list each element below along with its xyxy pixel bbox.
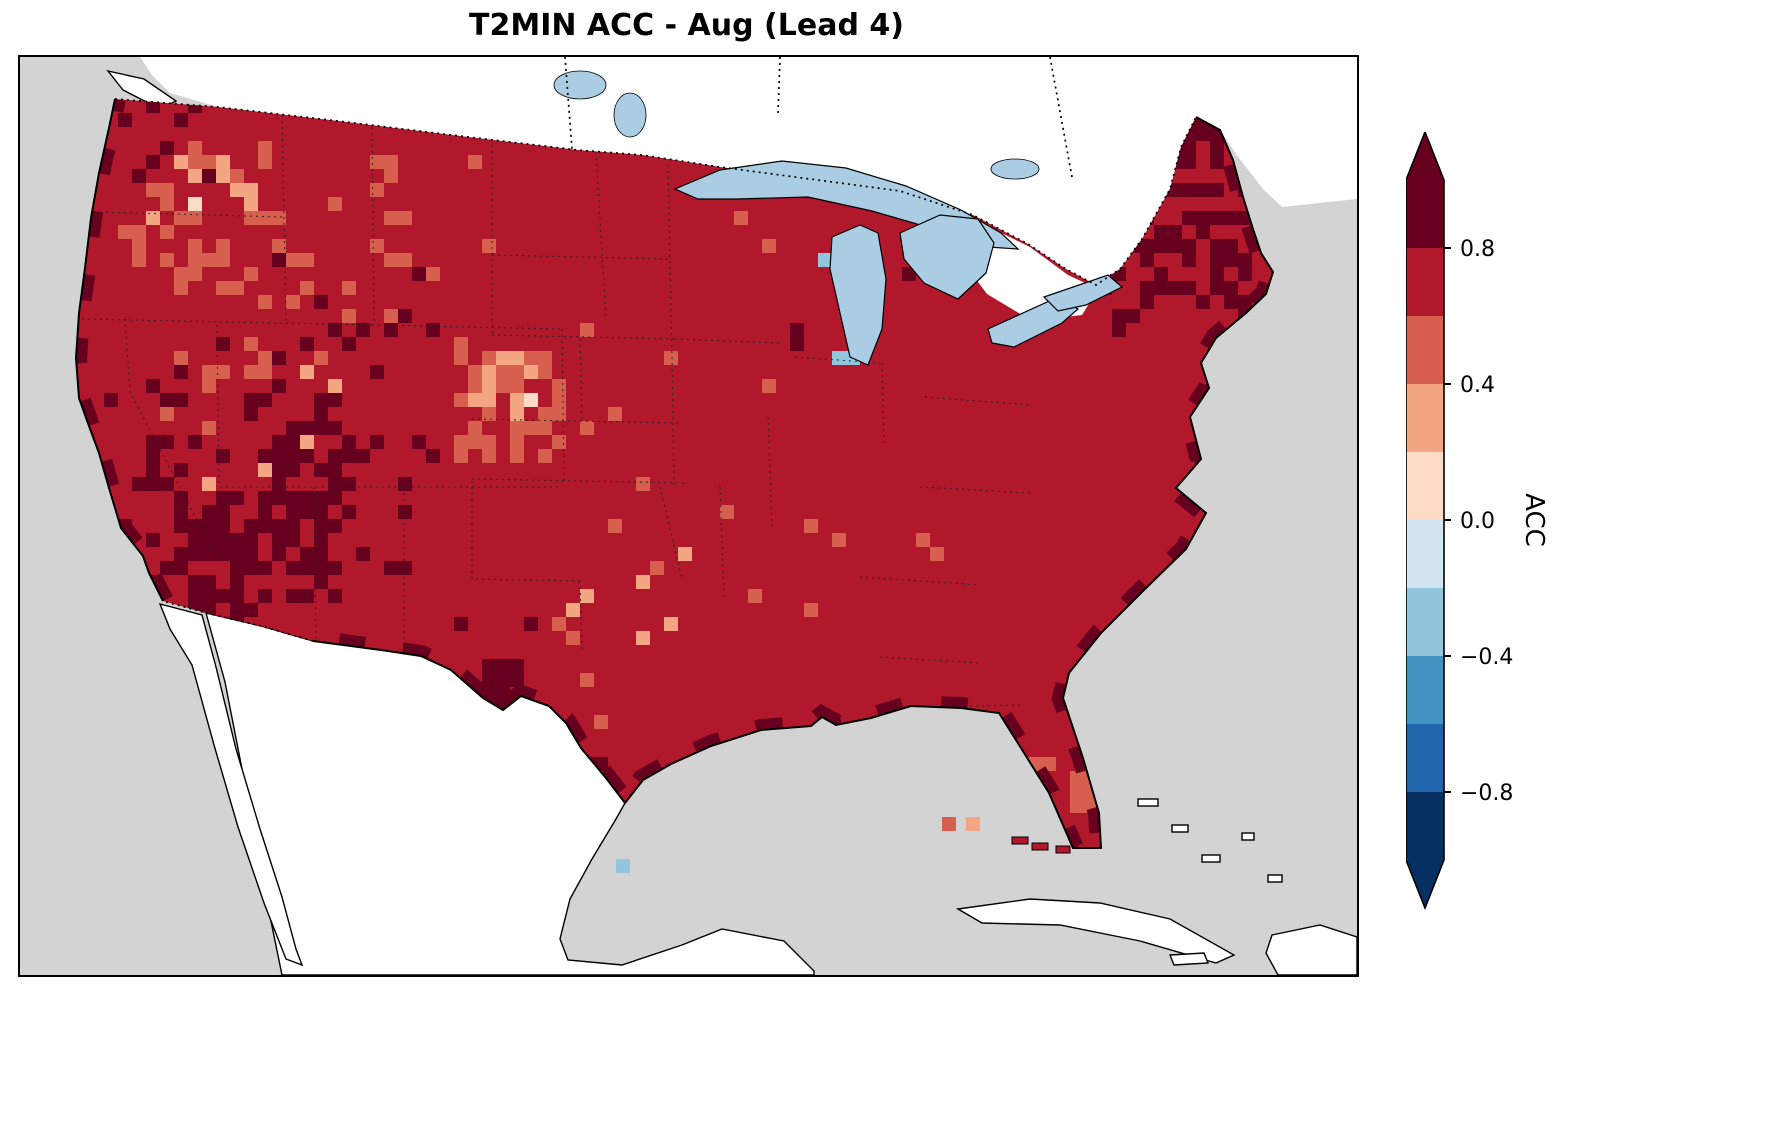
lake-michigan <box>829 224 887 366</box>
us-mexico-border-west <box>162 600 314 642</box>
svg-text:−0.4: −0.4 <box>1460 645 1513 670</box>
pacific-coastline <box>74 98 164 602</box>
canada-provincial-borders <box>564 57 1073 178</box>
bahamas-islands <box>1137 798 1283 883</box>
canada-lake-1 <box>553 70 607 100</box>
chart-title: T2MIN ACC - Aug (Lead 4) <box>469 8 904 43</box>
florida-keys <box>1011 836 1071 854</box>
svg-text:−0.8: −0.8 <box>1460 781 1513 806</box>
cuba <box>955 898 1236 964</box>
conus-map <box>20 57 1357 975</box>
colorbar-bands <box>1406 180 1444 861</box>
hispaniola <box>1265 924 1357 975</box>
svg-text:0.4: 0.4 <box>1460 373 1495 398</box>
offshore-cells <box>616 817 980 873</box>
colorbar-extend-under <box>1406 860 1444 908</box>
jamaica <box>1168 952 1210 966</box>
canada-lake-2 <box>613 92 647 138</box>
conus-base-fill <box>76 99 1273 848</box>
colorbar-svg: 0.8 0.4 0.0 −0.4 −0.8 ACC <box>1405 129 1549 911</box>
state-borders <box>81 114 1031 708</box>
atlantic-gulf-coastline <box>312 116 1275 849</box>
great-lakes <box>673 160 1124 366</box>
baja-california <box>158 602 304 967</box>
colorbar-axis-label: ACC <box>1519 493 1549 547</box>
svg-text:0.0: 0.0 <box>1460 509 1495 534</box>
canada-lake-3 <box>990 158 1040 180</box>
colorbar-outline <box>1405 129 1445 911</box>
svg-text:0.8: 0.8 <box>1460 237 1495 262</box>
lake-ontario <box>1042 274 1124 312</box>
colorbar-extend-over <box>1406 132 1444 180</box>
map-panel <box>18 55 1359 977</box>
canada-landmass <box>140 57 1357 285</box>
us-canada-border <box>114 98 1197 286</box>
heatmap-cells <box>104 99 1252 827</box>
colorbar-ticks: 0.8 0.4 0.0 −0.4 −0.8 <box>1444 237 1513 806</box>
lake-huron <box>899 214 995 300</box>
colorbar: 0.8 0.4 0.0 −0.4 −0.8 ACC <box>1405 129 1786 922</box>
